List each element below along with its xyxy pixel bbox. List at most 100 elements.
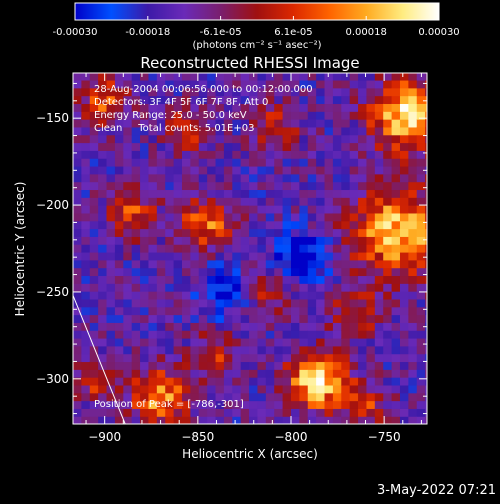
heatmap-cell — [73, 275, 82, 284]
heatmap-cell — [282, 400, 292, 409]
heatmap-cell — [265, 158, 275, 167]
solar-limb-line — [73, 295, 126, 424]
heatmap-cell — [349, 150, 359, 159]
heatmap-cell — [282, 150, 292, 159]
heatmap-cell — [332, 291, 342, 300]
heatmap-cell — [358, 87, 368, 97]
heatmap-cell — [232, 111, 242, 120]
heatmap-cell — [265, 298, 275, 308]
heatmap-cell — [249, 173, 259, 183]
heatmap-cell — [274, 244, 284, 253]
heatmap-cell — [148, 361, 158, 370]
heatmap-cell — [207, 392, 217, 402]
heatmap-cell — [383, 259, 393, 269]
heatmap-cell — [106, 165, 116, 175]
heatmap-cell — [89, 275, 99, 284]
heatmap-cell — [207, 345, 217, 355]
heatmap-cell — [223, 369, 233, 378]
heatmap-cell — [265, 275, 275, 284]
heatmap-cell — [123, 111, 133, 120]
heatmap-cell — [190, 244, 200, 253]
heatmap-cell — [190, 369, 200, 378]
heatmap-cell — [223, 189, 233, 198]
heatmap-cell — [341, 384, 351, 394]
heatmap-cell — [374, 142, 384, 151]
heatmap-cell — [249, 377, 259, 386]
heatmap-cell — [282, 111, 292, 120]
heatmap-cell — [358, 353, 368, 363]
heatmap-cell — [282, 95, 292, 105]
heatmap-cell — [358, 377, 368, 386]
heatmap-cell — [249, 111, 259, 120]
colorbar-tick-label: 0.00030 — [418, 27, 459, 38]
heatmap-cell — [349, 369, 359, 378]
colorbar-ticks — [74, 16, 440, 20]
heatmap-cell — [198, 322, 208, 331]
heatmap-cell — [257, 314, 267, 323]
heatmap-cell — [290, 306, 300, 316]
heatmap-cell — [374, 103, 384, 112]
heatmap-cell — [148, 416, 158, 424]
heatmap-cell — [425, 181, 427, 191]
heatmap-cell — [89, 228, 99, 237]
heatmap-cell — [198, 291, 208, 300]
heatmap-cell — [114, 283, 124, 292]
heatmap-cell — [358, 392, 368, 402]
heatmap-cell — [123, 377, 133, 386]
heatmap-cell — [282, 244, 292, 253]
heatmap-cell — [81, 126, 91, 136]
annotation-clean-counts: Clean Total counts: 5.01E+03 — [94, 123, 254, 134]
heatmap-cell — [181, 189, 191, 198]
heatmap-cell — [332, 73, 342, 81]
y-tick-label: −300 — [36, 372, 69, 386]
heatmap-cell — [341, 244, 351, 253]
heatmap-cell — [332, 142, 342, 151]
heatmap-cell — [181, 322, 191, 331]
heatmap-cell — [316, 384, 326, 394]
heatmap-cell — [140, 306, 150, 316]
heatmap-cell — [408, 244, 418, 253]
heatmap-cell — [165, 408, 175, 417]
heatmap-cell — [140, 267, 150, 277]
heatmap-cell — [249, 337, 259, 347]
heatmap-cell — [207, 283, 217, 292]
heatmap-cell — [374, 291, 384, 300]
heatmap-cell — [307, 314, 317, 323]
heatmap-cell — [265, 392, 275, 402]
heatmap-cell — [215, 197, 225, 206]
heatmap-cell — [190, 283, 200, 292]
heatmap-cell — [198, 103, 208, 112]
heatmap-cell — [399, 322, 409, 331]
heatmap-cell — [282, 251, 292, 261]
heatmap-cell — [106, 134, 116, 144]
heatmap-cell — [181, 73, 191, 81]
heatmap-cell — [316, 228, 326, 237]
heatmap-cell — [240, 228, 250, 237]
heatmap-cell — [106, 298, 116, 308]
heatmap-cell — [190, 220, 200, 230]
heatmap-cell — [408, 95, 418, 105]
heatmap-cell — [123, 400, 133, 409]
heatmap-cell — [207, 337, 217, 347]
heatmap-cell — [374, 377, 384, 386]
heatmap-cell — [98, 361, 108, 370]
heatmap-cell — [240, 400, 250, 409]
heatmap-cell — [198, 244, 208, 253]
heatmap-cell — [131, 322, 141, 331]
heatmap-cell — [73, 119, 82, 128]
heatmap-cell — [173, 189, 183, 198]
heatmap-cell — [81, 150, 91, 159]
heatmap-cell — [358, 165, 368, 175]
heatmap-cell — [391, 126, 401, 136]
heatmap-cell — [366, 275, 376, 284]
heatmap-cell — [265, 283, 275, 292]
heatmap-cell — [358, 259, 368, 269]
heatmap-cell — [408, 298, 418, 308]
heatmap-cell — [98, 353, 108, 363]
heatmap-cell — [408, 408, 418, 417]
heatmap-cell — [316, 212, 326, 222]
heatmap-cell — [156, 165, 166, 175]
heatmap-cell — [274, 205, 284, 214]
heatmap-cell — [207, 267, 217, 277]
heatmap-cell — [190, 337, 200, 347]
